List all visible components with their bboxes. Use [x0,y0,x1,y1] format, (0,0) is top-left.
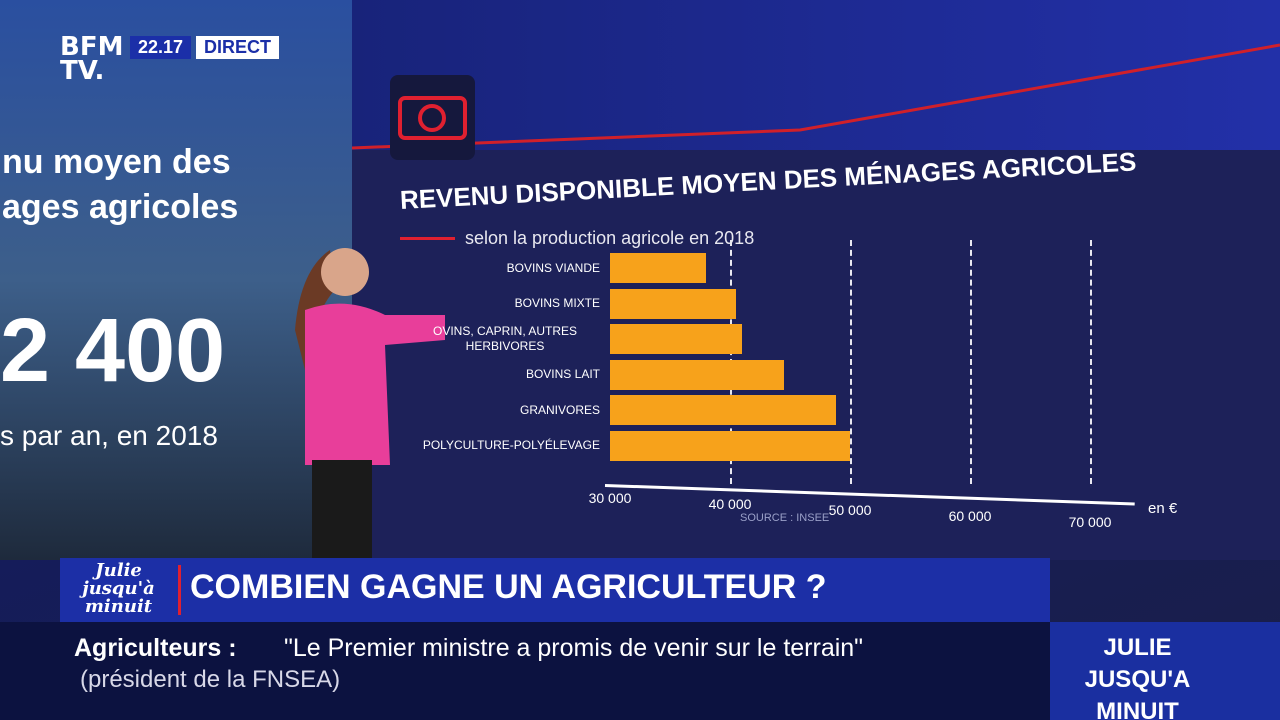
presenter-legs [312,460,372,558]
bar [610,288,736,319]
grid-line [1090,240,1092,484]
show-logo: Julie jusqu'à minuit [82,560,155,617]
x-tick-label: 60 000 [948,508,992,524]
screen-text: nu moyen des [2,143,231,181]
x-tick-label: 30 000 [588,490,632,506]
y-tick-label: BOVINS MIXTE [514,296,600,310]
channel-logo: BFM TV. [60,32,124,86]
screen-text: ages agricoles [2,188,239,226]
separator [178,565,181,615]
camera-icon [398,96,467,140]
headline-banner [60,558,1050,622]
presenter-head [321,248,369,296]
bar [610,395,836,425]
live-badge: DIRECT [196,36,279,59]
grid-line [850,240,852,484]
studio-wall [352,0,1280,150]
screen-text: s par an, en 2018 [0,420,218,451]
x-tick-label: 70 000 [1068,514,1112,530]
grid-line [970,240,972,484]
y-tick-label: OVINS, CAPRIN, AUTRES HERBIVORES [432,324,578,353]
show-box [1050,622,1280,720]
clock: 22.17 [130,36,192,59]
red-stripe [351,43,1280,150]
y-tick-label: BOVINS VIANDE [506,260,600,275]
bar [610,324,742,354]
ticker [0,622,1050,720]
headline: COMBIEN GAGNE UN AGRICULTEUR ? [190,568,827,606]
x-tick-label: 50 000 [828,502,872,518]
presenter-body [305,303,445,465]
y-tick-label: BOVINS LAIT [525,367,600,381]
chart-area: 30 000 40 000 50 000 60 000 70 000 en € Source… [422,240,1178,530]
y-tick-label: POLYCULTURE-POLYÉLEVAGE [422,438,600,452]
ticker-topic: Agriculteurs : [74,634,237,662]
title-underline [400,237,455,240]
background-screen [0,0,352,560]
screen-figure: 2 400 [0,301,226,401]
show-name: JULIE JUSQU'A MINUIT [1084,634,1191,720]
y-tick-label: GRANIVORES [519,402,600,417]
source: Source : INSEE [740,512,830,524]
camera-lens [418,104,446,132]
bar [610,430,850,461]
x-tick-label: 40 000 [708,496,752,512]
chart-subtitle: selon la production agricole en 2018 [465,228,755,248]
ticker-quote: "Le Premier ministre a promis de venir s… [284,634,864,662]
bar [610,359,784,390]
x-axis-label: en € [1148,500,1178,517]
bar [610,253,706,283]
ticker-attribution: (président de la FNSEA) [80,666,341,693]
